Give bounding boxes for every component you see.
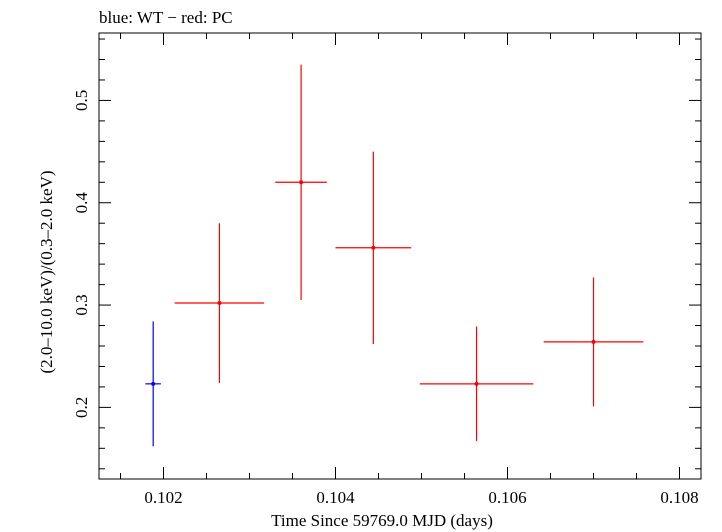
x-tick-label: 0.102 xyxy=(144,488,182,507)
point-marker xyxy=(474,381,479,386)
data-point-pc xyxy=(275,64,327,300)
axis-tick-labels: 0.102 0.104 0.106 0.108 0.2 0.3 0.4 0.5 xyxy=(72,90,699,507)
x-tick-label: 0.104 xyxy=(316,488,355,507)
chart-title: blue: WT − red: PC xyxy=(99,8,233,27)
x-tick-label: 0.106 xyxy=(488,488,526,507)
data-points xyxy=(145,64,644,447)
point-marker xyxy=(299,180,304,185)
x-axis-label: Time Since 59769.0 MJD (days) xyxy=(271,511,493,530)
axis-ticks xyxy=(99,33,701,479)
point-marker xyxy=(371,245,376,250)
y-tick-label: 0.5 xyxy=(72,90,91,111)
y-axis-label: (2.0–10.0 keV)/(0.3–2.0 keV) xyxy=(37,170,56,373)
data-point-pc xyxy=(335,151,412,344)
data-point-pc xyxy=(419,326,534,442)
y-tick-label: 0.2 xyxy=(72,397,91,418)
point-marker xyxy=(591,339,596,344)
point-marker xyxy=(217,301,222,306)
y-tick-label: 0.4 xyxy=(72,192,91,214)
data-point-wt xyxy=(145,321,161,447)
point-marker xyxy=(151,381,156,386)
x-tick-label: 0.108 xyxy=(660,488,698,507)
y-tick-label: 0.3 xyxy=(72,294,91,315)
plot-frame xyxy=(98,32,702,480)
data-point-pc xyxy=(174,223,265,383)
data-point-pc xyxy=(543,277,644,407)
